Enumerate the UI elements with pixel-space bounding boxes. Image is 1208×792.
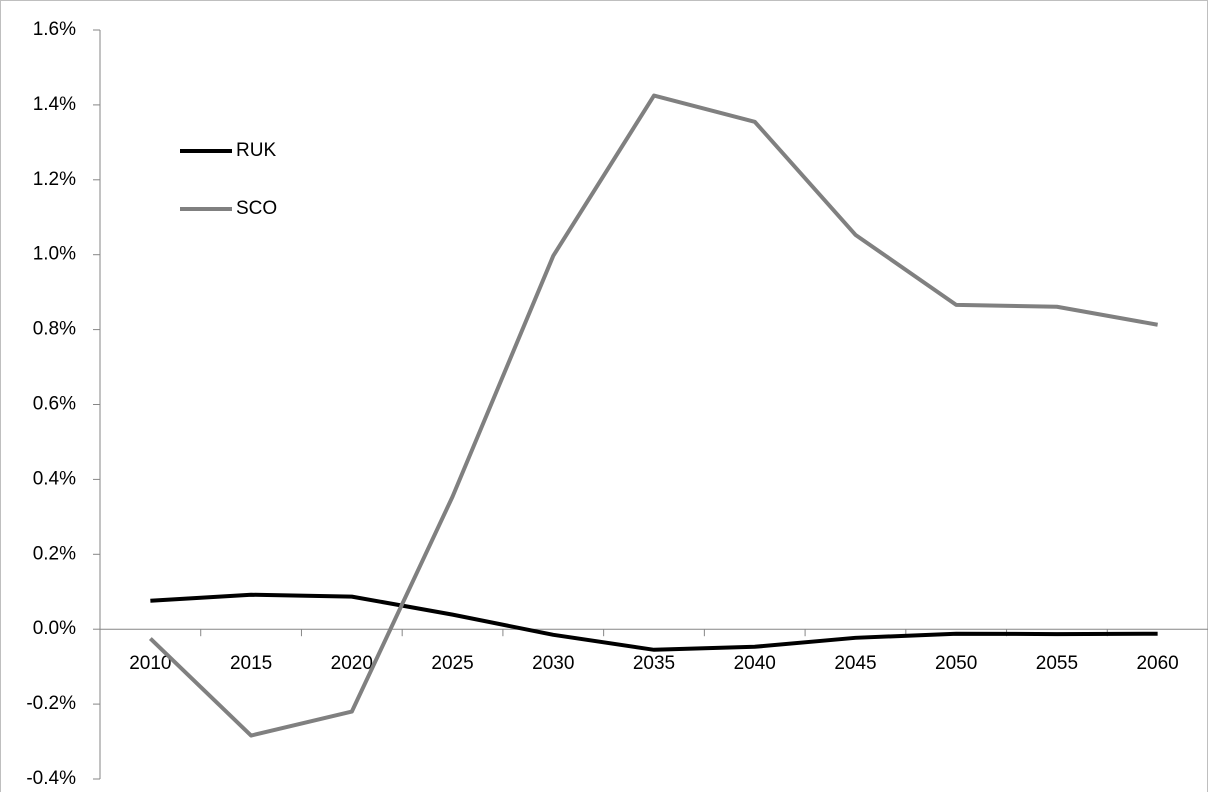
x-tick-label: 2060 bbox=[1136, 653, 1178, 674]
x-tick-label: 2045 bbox=[834, 653, 876, 674]
x-tick-label: 2055 bbox=[1036, 653, 1078, 674]
x-tick-label: 2015 bbox=[230, 653, 272, 674]
y-tick-label: -0.4% bbox=[26, 768, 76, 789]
legend-label: RUK bbox=[236, 140, 276, 161]
y-tick-label: 1.2% bbox=[33, 169, 76, 190]
x-tick-label: 2050 bbox=[935, 653, 977, 674]
y-tick-label: 1.4% bbox=[33, 94, 76, 115]
x-tick-label: 2030 bbox=[532, 653, 574, 674]
x-tick-label: 2040 bbox=[734, 653, 776, 674]
y-tick-label: 0.4% bbox=[33, 468, 76, 489]
series-line bbox=[148, 93, 1158, 738]
y-tick-label: 0.0% bbox=[33, 618, 76, 639]
y-tick-label: 1.0% bbox=[33, 244, 76, 265]
y-tick-label: 0.6% bbox=[33, 394, 76, 415]
x-tick-label: 2035 bbox=[633, 653, 675, 674]
x-tick-label: 2025 bbox=[431, 653, 473, 674]
y-tick-label: 1.6% bbox=[33, 19, 76, 40]
legend-label: SCO bbox=[236, 198, 277, 219]
x-tick-label: 2020 bbox=[331, 653, 373, 674]
y-tick-label: 0.8% bbox=[33, 319, 76, 340]
y-tick-label: 0.2% bbox=[33, 543, 76, 564]
x-tick-label: 2010 bbox=[129, 653, 171, 674]
series-line bbox=[150, 592, 1158, 652]
y-tick-label: -0.2% bbox=[26, 693, 76, 714]
